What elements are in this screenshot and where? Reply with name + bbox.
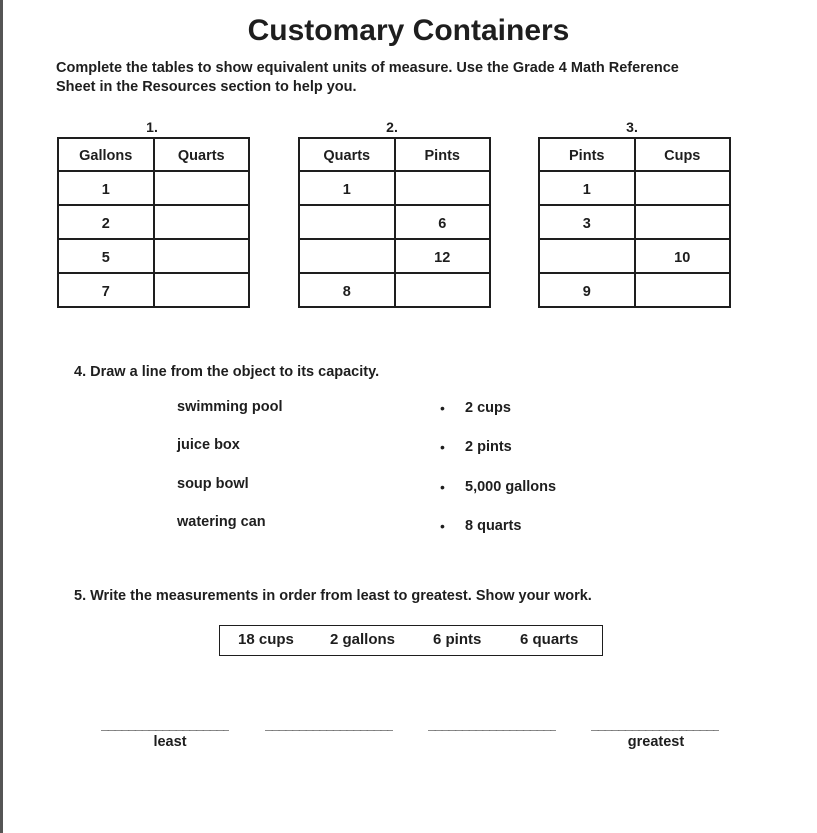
answer-blank-1[interactable]: ______________________ [101, 716, 229, 732]
answer-cell[interactable] [152, 238, 250, 274]
table-row: 1 [538, 170, 731, 206]
table-row: 1 [57, 170, 250, 206]
column-header: Quarts [298, 137, 396, 172]
table-2-label: 2. [386, 119, 398, 135]
table-cell: 7 [57, 272, 155, 308]
instructions-line-1: Complete the tables to show equivalent u… [56, 60, 679, 76]
table-pints-cups: Pints Cups 1 3 10 9 [538, 137, 731, 308]
table-row: 5 [57, 238, 250, 274]
column-header: Pints [393, 137, 491, 172]
measurements-box: 18 cups 2 gallons 6 pints 6 quarts [219, 625, 603, 656]
column-header: Gallons [57, 137, 155, 172]
table-header-row: Gallons Quarts [57, 137, 250, 172]
object-item: juice box [177, 437, 240, 453]
table-header-row: Quarts Pints [298, 137, 491, 172]
table-row: 12 [298, 238, 491, 274]
table-3-label: 3. [626, 119, 638, 135]
answer-cell[interactable] [152, 272, 250, 308]
answer-cell[interactable] [393, 170, 491, 206]
table-cell: 1 [298, 170, 396, 206]
column-header: Pints [538, 137, 636, 172]
capacity-item: 8 quarts [465, 518, 522, 534]
answer-cell[interactable] [152, 204, 250, 240]
measurement-item: 2 gallons [330, 631, 396, 648]
table-row: 6 [298, 204, 491, 240]
bullet-dot: • [440, 439, 445, 455]
question-5-prompt: 5. Write the measurements in order from … [74, 588, 592, 604]
table-row: 8 [298, 272, 491, 308]
answer-cell[interactable] [633, 204, 731, 240]
table-cell: 6 [393, 204, 491, 240]
bullet-dot: • [440, 479, 445, 495]
answer-cell[interactable] [633, 272, 731, 308]
answer-blank-2[interactable]: ______________________ [265, 716, 393, 732]
answer-cell[interactable] [538, 238, 636, 274]
instructions-line-2: Sheet in the Resources section to help y… [56, 79, 357, 95]
page-left-border [0, 0, 3, 833]
measurement-item: 18 cups [238, 631, 294, 648]
table-quarts-pints: Quarts Pints 1 6 12 8 [298, 137, 491, 308]
table-row: 1 [298, 170, 491, 206]
bullet-dot: • [440, 518, 445, 534]
table-cell: 1 [538, 170, 636, 206]
table-cell: 2 [57, 204, 155, 240]
answer-cell[interactable] [633, 170, 731, 206]
capacity-item: 2 cups [465, 400, 511, 416]
table-header-row: Pints Cups [538, 137, 731, 172]
capacity-item: 5,000 gallons [465, 479, 557, 495]
answer-cell[interactable] [298, 204, 396, 240]
question-4-prompt: 4. Draw a line from the object to its ca… [74, 364, 380, 380]
table-cell: 3 [538, 204, 636, 240]
greatest-label: greatest [627, 734, 685, 750]
column-header: Quarts [152, 137, 250, 172]
table-gallons-quarts: Gallons Quarts 1 2 5 7 [57, 137, 250, 308]
bullet-dot: • [440, 400, 445, 416]
table-cell: 1 [57, 170, 155, 206]
column-header: Cups [633, 137, 731, 172]
answer-cell[interactable] [152, 170, 250, 206]
table-row: 9 [538, 272, 731, 308]
answer-cell[interactable] [298, 238, 396, 274]
table-cell: 9 [538, 272, 636, 308]
object-item: swimming pool [177, 399, 283, 415]
measurement-item: 6 pints [433, 631, 482, 648]
table-row: 7 [57, 272, 250, 308]
table-cell: 12 [393, 238, 491, 274]
measurement-item: 6 quarts [520, 631, 579, 648]
object-item: soup bowl [177, 476, 249, 492]
table-cell: 5 [57, 238, 155, 274]
answer-blank-4[interactable]: ______________________ [591, 716, 719, 732]
least-label: least [153, 734, 187, 750]
answer-cell[interactable] [393, 272, 491, 308]
object-item: watering can [177, 514, 266, 530]
page-title: Customary Containers [247, 14, 570, 47]
capacity-item: 2 pints [465, 439, 512, 455]
table-cell: 10 [633, 238, 731, 274]
table-row: 10 [538, 238, 731, 274]
table-row: 2 [57, 204, 250, 240]
table-cell: 8 [298, 272, 396, 308]
table-row: 3 [538, 204, 731, 240]
table-1-label: 1. [146, 119, 158, 135]
answer-blank-3[interactable]: ______________________ [428, 716, 556, 732]
